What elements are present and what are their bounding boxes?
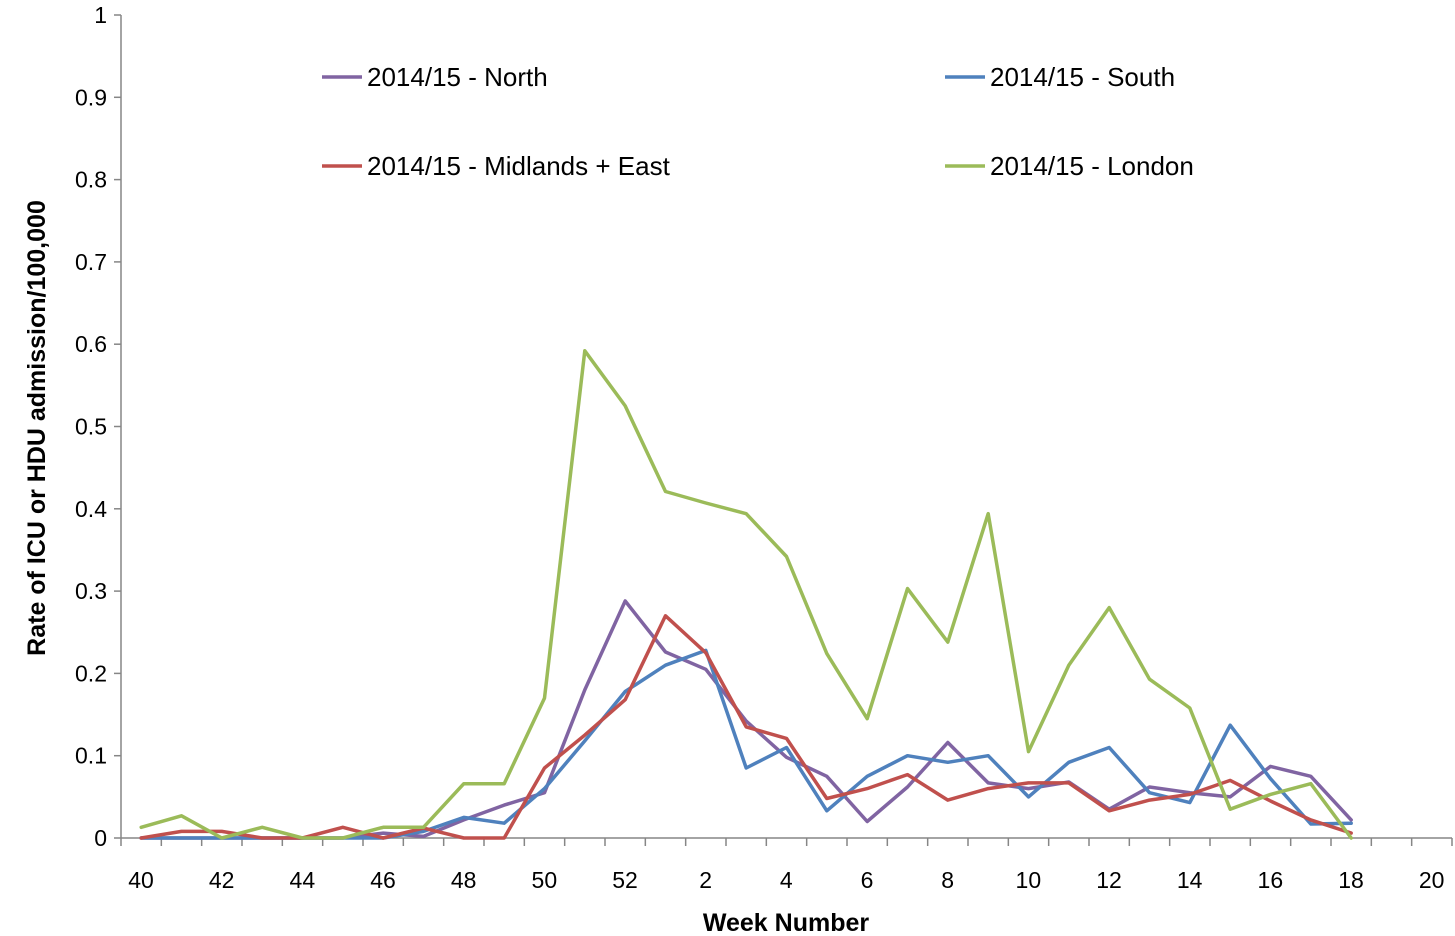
x-tick-label: 8 [941, 867, 954, 893]
x-tick-label: 4 [780, 867, 793, 893]
series-layer [141, 351, 1351, 838]
y-tick-label: 0.4 [75, 496, 107, 522]
x-tick-label: 12 [1096, 867, 1122, 893]
x-tick-label: 6 [861, 867, 874, 893]
x-tick-label: 14 [1177, 867, 1203, 893]
y-axis-title: Rate of ICU or HDU admission/100,000 [23, 200, 51, 656]
x-axis-title: Week Number [703, 909, 870, 936]
legend-label: 2014/15 - South [990, 62, 1175, 92]
y-tick-label: 0.5 [75, 414, 107, 440]
series-line-1 [141, 650, 1351, 838]
x-tick-label: 16 [1258, 867, 1284, 893]
legend: 2014/15 - North 2014/15 - South 2014/15 - … [322, 62, 1194, 181]
x-tick-label: 40 [128, 867, 154, 893]
series-line-0 [141, 601, 1351, 838]
y-tick-label: 0.2 [75, 660, 107, 686]
x-axis-ticks: 40 42 44 46 48 50 52 2 4 6 8 10 12 14 16 18 20 [121, 838, 1452, 893]
x-tick-label: 20 [1419, 867, 1445, 893]
y-tick-label: 1 [94, 2, 107, 28]
y-axis-ticks: 0 0.1 0.2 0.3 0.4 0.5 0.6 0.7 0.8 0.9 1 [75, 2, 121, 851]
series-line-2 [141, 616, 1351, 838]
y-tick-label: 0.7 [75, 249, 107, 275]
y-tick-label: 0.1 [75, 743, 107, 769]
y-tick-label: 0.3 [75, 578, 107, 604]
y-tick-label: 0.6 [75, 331, 107, 357]
x-tick-label: 2 [699, 867, 712, 893]
x-tick-label: 48 [451, 867, 477, 893]
y-tick-label: 0.8 [75, 167, 107, 193]
legend-label: 2014/15 - Midlands + East [367, 151, 671, 181]
x-tick-label: 10 [1016, 867, 1042, 893]
x-tick-label: 42 [209, 867, 235, 893]
y-tick-label: 0 [94, 825, 107, 851]
x-tick-label: 18 [1338, 867, 1364, 893]
x-tick-label: 46 [370, 867, 396, 893]
axes [121, 15, 1452, 838]
y-tick-label: 0.9 [75, 84, 107, 110]
x-tick-label: 44 [290, 867, 316, 893]
legend-label: 2014/15 - London [990, 151, 1194, 181]
legend-label: 2014/15 - North [367, 62, 548, 92]
x-tick-label: 50 [532, 867, 558, 893]
x-tick-label: 52 [612, 867, 638, 893]
